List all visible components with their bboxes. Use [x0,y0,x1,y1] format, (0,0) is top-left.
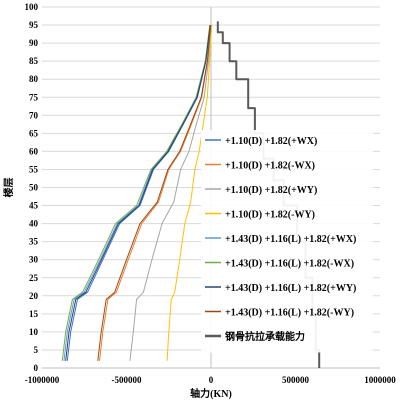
y-tick-label: 55 [29,164,39,174]
series-line-7 [65,25,211,361]
series-line-3 [129,25,212,361]
y-tick-label: 100 [25,2,39,12]
y-tick-label: 40 [29,219,39,229]
y-tick-label: 5 [34,345,39,355]
y-tick-label: 60 [29,146,39,156]
y-tick-label: 15 [29,309,39,319]
y-tick-label: 70 [29,110,39,120]
y-tick-label: 75 [29,92,39,102]
x-tick-label: 500000 [282,375,310,385]
x-axis-label: 轴力(KN) [190,387,232,400]
legend-label-1: +1.10(D) +1.82(+WX) [225,136,317,147]
y-tick-label: 95 [29,20,39,30]
series-line-4 [166,25,213,361]
legend-label-3: +1.10(D) +1.82(+WY) [225,185,317,196]
legend-label-2: +1.10(D) +1.82(-WX) [225,161,315,172]
x-tick-label: 1000000 [364,375,396,385]
x-tick-label: 0 [209,375,214,385]
legend-label-7: +1.43(D) +1.16(L) +1.82(+WY) [225,283,356,294]
legend-label-9: 钢骨抗拉承载能力 [225,330,305,343]
legend-label-5: +1.43(D) +1.16(L) +1.82(+WX) [225,234,356,245]
legend-label-6: +1.43(D) +1.16(L) +1.82(-WX) [225,259,354,270]
y-tick-label: 85 [29,56,39,66]
legend-background [201,130,373,353]
y-tick-label: 65 [29,128,39,138]
legend-label-4: +1.10(D) +1.82(-WY) [225,210,315,221]
y-tick-label: 80 [29,74,39,84]
series-line-8 [97,25,212,361]
y-tick-label: 90 [29,38,39,48]
y-tick-label: 20 [29,291,39,301]
y-tick-label: 35 [29,237,39,247]
y-tick-label: 30 [29,255,39,265]
legend-label-8: +1.43(D) +1.16(L) +1.82(-WY) [225,308,354,319]
x-tick-label: -500000 [112,375,142,385]
y-tick-label: 45 [29,201,39,211]
y-axis-label: 楼层 [2,178,15,198]
y-tick-label: 25 [29,273,39,283]
y-tick-label: 0 [34,363,39,373]
x-tick-label: -1000000 [25,375,60,385]
y-tick-label: 50 [29,183,39,193]
series-line-6 [61,25,211,361]
y-tick-label: 10 [29,327,39,337]
